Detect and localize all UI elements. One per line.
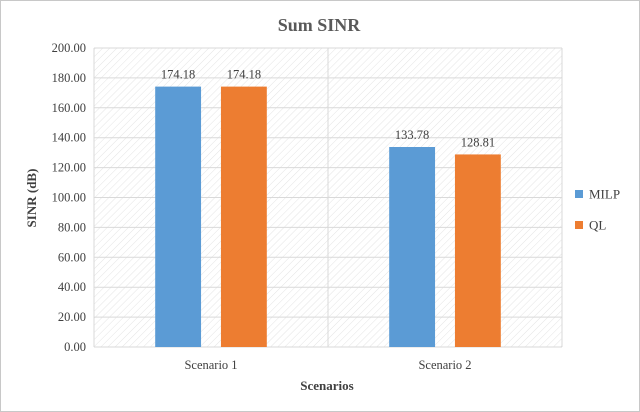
- y-tick-label: 80.00: [58, 220, 86, 234]
- y-tick-label: 0.00: [64, 340, 86, 354]
- legend-label-milp: MILP: [589, 187, 620, 202]
- legend-swatch-ql: [575, 221, 583, 229]
- bar-ql-scenario-2: [454, 154, 501, 347]
- y-axis-title: SINR (dB): [24, 169, 39, 228]
- data-labels: 174.18 174.18 133.78 128.81: [161, 68, 495, 150]
- data-label-ql-scenario-2: 128.81: [461, 135, 495, 149]
- data-label-milp-scenario-2: 133.78: [395, 128, 429, 142]
- y-axis-tick-labels: 0.00 20.00 40.00 60.00 80.00 100.00 120.00 140.…: [52, 41, 86, 354]
- x-tick-label: Scenario 2: [418, 358, 471, 372]
- y-tick-label: 60.00: [58, 250, 86, 264]
- legend: MILP QL: [575, 187, 620, 233]
- y-tick-label: 100.00: [52, 191, 86, 205]
- y-tick-label: 200.00: [52, 41, 86, 55]
- y-tick-label: 160.00: [52, 101, 86, 115]
- bar-milp-scenario-2: [389, 146, 436, 347]
- bar-ql-scenario-1: [220, 86, 267, 348]
- x-axis-tick-labels: Scenario 1 Scenario 2: [184, 358, 471, 372]
- y-tick-label: 140.00: [52, 131, 86, 145]
- data-label-ql-scenario-1: 174.18: [227, 68, 261, 82]
- x-tick-label: Scenario 1: [184, 358, 237, 372]
- data-label-milp-scenario-1: 174.18: [161, 68, 195, 82]
- x-axis-title: Scenarios: [300, 378, 353, 393]
- bar-milp-scenario-1: [155, 86, 202, 348]
- y-tick-label: 20.00: [58, 310, 86, 324]
- y-tick-label: 40.00: [58, 280, 86, 294]
- y-tick-label: 120.00: [52, 161, 86, 175]
- bars: [155, 86, 501, 348]
- legend-swatch-milp: [575, 190, 583, 198]
- chart-title: Sum SINR: [278, 15, 362, 35]
- legend-label-ql: QL: [589, 218, 606, 233]
- y-tick-label: 180.00: [52, 71, 86, 85]
